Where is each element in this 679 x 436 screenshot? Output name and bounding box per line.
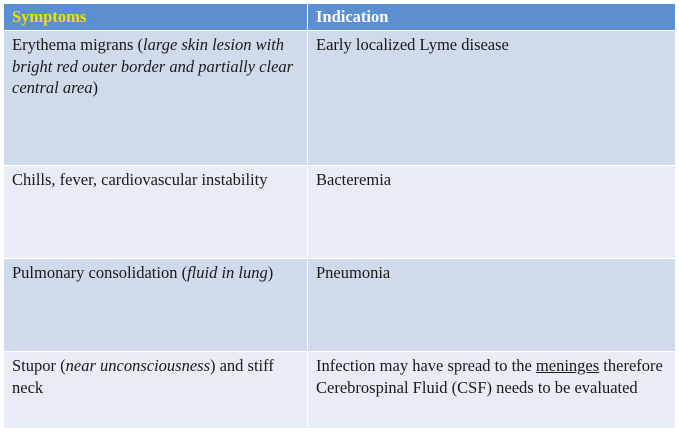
symptom-text: Stupor ( bbox=[12, 356, 66, 375]
symptom-cell: Chills, fever, cardiovascular instabilit… bbox=[3, 165, 308, 259]
indication-cell: Pneumonia bbox=[307, 258, 676, 352]
indication-cell: Bacteremia bbox=[307, 165, 676, 259]
symptom-cell: Stupor (near unconsciousness) and stiff … bbox=[3, 351, 308, 429]
table-row: Erythema migrans (large skin lesion with… bbox=[3, 30, 676, 166]
symptoms-indication-table: Symptoms Indication Erythema migrans (la… bbox=[3, 3, 676, 429]
meninges-term: meninges bbox=[535, 356, 600, 375]
indication-text: Early localized Lyme disease bbox=[316, 35, 509, 54]
symptom-text: Erythema migrans ( bbox=[12, 35, 144, 54]
symptom-tail: ) bbox=[92, 78, 99, 97]
symptom-note: near unconsciousness bbox=[65, 356, 210, 375]
table-header-row: Symptoms Indication bbox=[3, 3, 676, 31]
indication-cell: Early localized Lyme disease bbox=[307, 30, 676, 166]
symptoms-table-container: Symptoms Indication Erythema migrans (la… bbox=[3, 3, 676, 429]
indication-text: Pneumonia bbox=[316, 263, 391, 282]
symptom-cell: Erythema migrans (large skin lesion with… bbox=[3, 30, 308, 166]
indication-text: Infection may have spread to the bbox=[316, 356, 536, 375]
symptom-text: Pulmonary consolidation ( bbox=[12, 263, 188, 282]
table-row: Chills, fever, cardiovascular instabilit… bbox=[3, 165, 676, 259]
table-row: Stupor (near unconsciousness) and stiff … bbox=[3, 351, 676, 429]
header-symptoms: Symptoms bbox=[3, 3, 308, 31]
header-indication: Indication bbox=[307, 3, 676, 31]
indication-cell: Infection may have spread to the meninge… bbox=[307, 351, 676, 429]
symptom-note: fluid in lung bbox=[187, 263, 268, 282]
symptom-note: large skin lesion with bright red outer … bbox=[12, 35, 294, 97]
symptom-tail: ) and stiff neck bbox=[12, 356, 274, 397]
symptom-tail: ) bbox=[267, 263, 274, 282]
symptom-text: Chills, fever, cardiovascular instabilit… bbox=[12, 170, 268, 189]
indication-text: Bacteremia bbox=[316, 170, 392, 189]
indication-text-tail: therefore Cerebrospinal Fluid (CSF) need… bbox=[316, 356, 663, 397]
symptom-cell: Pulmonary consolidation (fluid in lung) bbox=[3, 258, 308, 352]
table-row: Pulmonary consolidation (fluid in lung) … bbox=[3, 258, 676, 352]
